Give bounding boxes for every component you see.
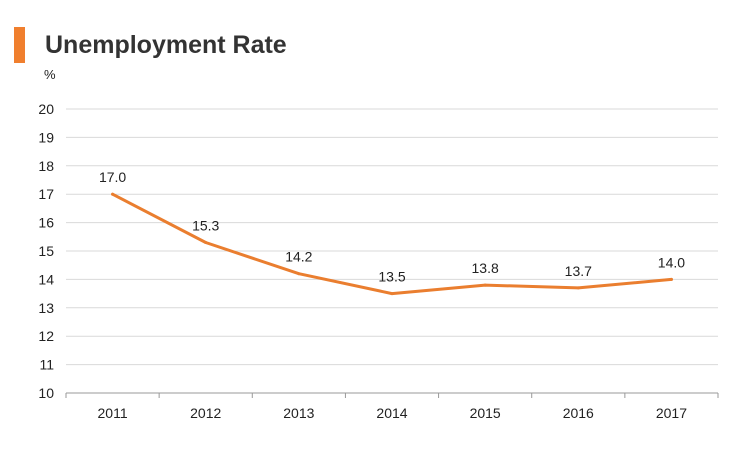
data-label: 13.7: [565, 263, 592, 279]
y-tick-label: 18: [38, 158, 54, 174]
y-tick-label: 19: [38, 129, 54, 145]
x-tick-label: 2011: [98, 405, 128, 421]
data-label: 14.0: [658, 254, 685, 270]
y-tick-labels: 10 11 12 13 14 15 16 17 18 19 20: [38, 101, 54, 401]
y-tick-label: 20: [38, 101, 54, 117]
y-tick-label: 11: [39, 357, 54, 373]
x-tick-label: 2017: [656, 405, 687, 421]
title-accent-bar: [14, 27, 25, 63]
axes: %: [44, 67, 719, 398]
data-point: [111, 192, 115, 196]
data-point: [390, 292, 394, 296]
data-labels: 17.0 15.3 14.2 13.5 13.8 13.7 14.0: [99, 169, 685, 284]
data-point: [669, 277, 673, 281]
y-tick-label: 15: [38, 243, 54, 259]
data-label: 14.2: [285, 249, 312, 265]
data-label: 15.3: [192, 217, 219, 233]
data-label: 17.0: [99, 169, 126, 185]
grid-lines: [66, 108, 718, 366]
data-point: [297, 272, 301, 276]
chart-title: Unemployment Rate: [45, 31, 287, 59]
data-point: [483, 283, 487, 287]
data-label: 13.8: [472, 260, 499, 276]
y-tick-label: 13: [38, 300, 54, 316]
x-tick-label: 2012: [190, 405, 221, 421]
y-tick-label: 14: [38, 271, 54, 287]
y-unit-label: %: [44, 67, 56, 82]
y-tick-label: 12: [38, 328, 54, 344]
data-point: [204, 240, 208, 244]
series-line: [111, 192, 673, 296]
data-point: [576, 286, 580, 290]
x-tick-label: 2013: [283, 405, 314, 421]
y-tick-label: 17: [38, 186, 54, 202]
y-tick-label: 16: [38, 215, 54, 231]
x-tick-labels: 2011 2012 2013 2014 2015 2016 2017: [98, 405, 688, 421]
data-label: 13.5: [378, 269, 405, 285]
y-tick-label: 10: [38, 385, 54, 401]
x-tick-label: 2015: [470, 405, 501, 421]
x-tick-label: 2014: [376, 405, 407, 421]
x-tick-label: 2016: [563, 405, 594, 421]
